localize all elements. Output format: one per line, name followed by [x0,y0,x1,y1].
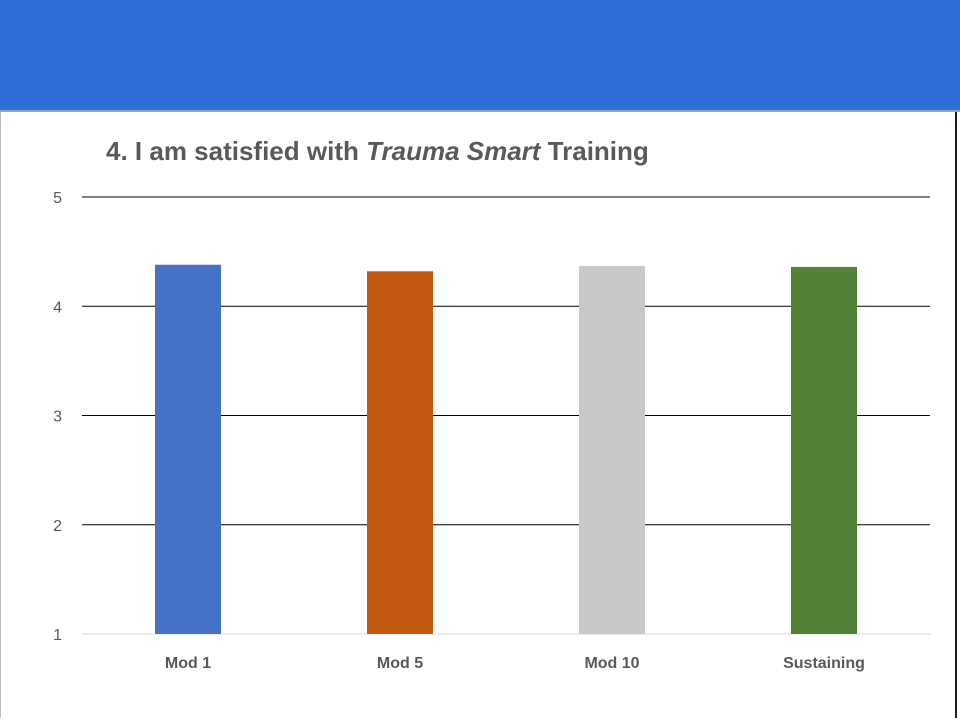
y-tick-label-5: 5 [53,190,62,207]
chart-title-suffix: Training [540,136,649,166]
x-category-label-mod-10: Mod 10 [584,655,639,672]
banner-divider [0,110,960,112]
bar-sustaining [791,266,857,634]
y-tick-label-3: 3 [53,409,62,426]
x-category-label-mod-5: Mod 5 [377,655,423,672]
bar-mod-1 [155,264,221,634]
bar-mod-5 [367,271,433,634]
bar-mod-10 [579,265,645,634]
chart-title-emphasis: Trauma Smart [366,136,541,166]
chart-title-prefix: 4. I am satisfied with [106,136,367,166]
chart-frame [0,112,957,718]
y-tick-label-4: 4 [53,299,62,316]
x-category-label-mod-1: Mod 1 [165,655,211,672]
header-banner [0,0,960,110]
chart-title: 4. I am satisfied with Trauma Smart Trai… [106,136,649,167]
y-tick-label-1: 1 [53,627,62,644]
x-category-label-sustaining: Sustaining [783,655,865,672]
y-tick-label-2: 2 [53,518,62,535]
